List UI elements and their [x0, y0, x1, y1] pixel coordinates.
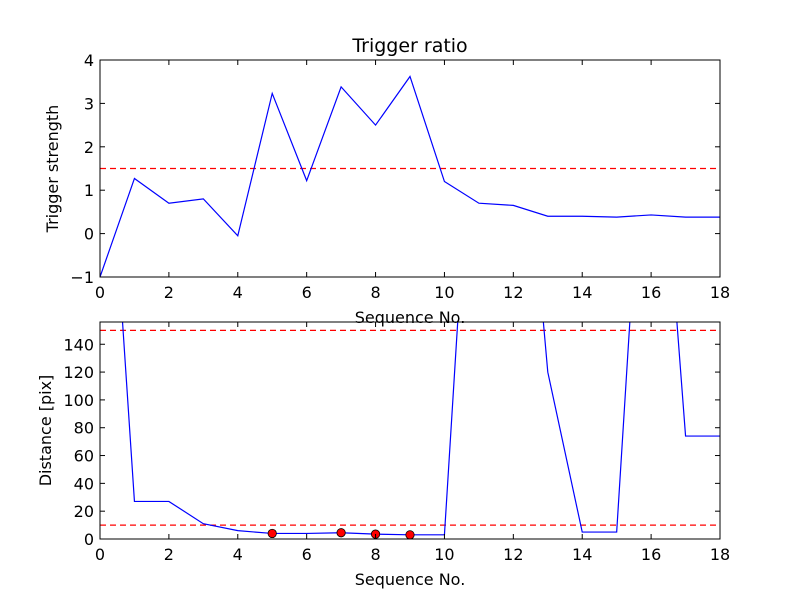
y-tick-label: 0: [84, 225, 94, 244]
x-tick-label: 2: [164, 283, 174, 302]
distance-plot-area: [99, 321, 721, 540]
y-tick-label: 60: [74, 447, 94, 466]
y-tick-label: 40: [74, 474, 94, 493]
y-tick-label: 3: [84, 94, 94, 113]
y-tick-label: 2: [84, 138, 94, 157]
x-tick-label: 18: [710, 283, 730, 302]
x-tick-label: 14: [572, 283, 592, 302]
x-tick-label: 10: [434, 283, 454, 302]
x-tick-label: 8: [370, 545, 380, 564]
x-tick-label: 0: [95, 283, 105, 302]
y-tick-label: 140: [63, 335, 94, 354]
x-tick-label: 6: [302, 283, 312, 302]
x-tick-label: 0: [95, 545, 105, 564]
x-tick-label: 8: [370, 283, 380, 302]
plot-clip-group: [100, 75, 720, 277]
trigger-ratio-plot-area: [99, 59, 721, 278]
x-axis-ticks: 0 2 4 6 8 10 12 14 16 18: [95, 322, 730, 564]
y-axis-ticks: 0 20 40 60 80 100 120 140: [63, 335, 720, 549]
x-tick-label: 16: [641, 545, 661, 564]
x-tick-label: 4: [233, 545, 243, 564]
x-tick-label: 18: [710, 545, 730, 564]
data-point: [336, 528, 346, 538]
chart-title: Trigger ratio: [351, 35, 467, 57]
x-tick-label: 10: [434, 545, 454, 564]
x-tick-label: 12: [503, 545, 523, 564]
x-tick-label: 6: [302, 545, 312, 564]
plot-clip-group: [100, 322, 720, 539]
y-axis-label: Distance [pix]: [36, 375, 55, 487]
x-axis-label: Sequence No.: [355, 570, 466, 589]
y-tick-label: 4: [84, 51, 94, 70]
axes-frame: [99, 59, 721, 278]
x-tick-label: 4: [233, 283, 243, 302]
x-tick-label: 14: [572, 545, 592, 564]
distance-chart: 0 2 4 6 8 10 12 14 16 18 0 20 40 60 80 100 120 140 Seque…: [36, 321, 730, 589]
x-tick-label: 16: [641, 283, 661, 302]
series-line: [100, 75, 720, 277]
data-point: [405, 530, 415, 539]
y-tick-label: 0: [84, 530, 94, 549]
y-tick-label: −1: [70, 268, 94, 287]
axes-frame: [99, 321, 721, 540]
x-tick-label: 2: [164, 545, 174, 564]
data-point: [267, 528, 277, 539]
x-axis-ticks: 0 2 4 6 8 10 12 14 16 18: [95, 60, 730, 302]
x-tick-label: 12: [503, 283, 523, 302]
x-axis-label: Sequence No.: [355, 308, 466, 327]
y-tick-label: 120: [63, 363, 94, 382]
y-axis-label: Trigger strength: [43, 105, 62, 234]
y-tick-label: 1: [84, 181, 94, 200]
y-tick-label: 20: [74, 502, 94, 521]
y-axis-ticks: −1 0 1 2 3 4: [70, 51, 720, 287]
y-tick-label: 100: [63, 391, 94, 410]
y-tick-label: 80: [74, 419, 94, 438]
